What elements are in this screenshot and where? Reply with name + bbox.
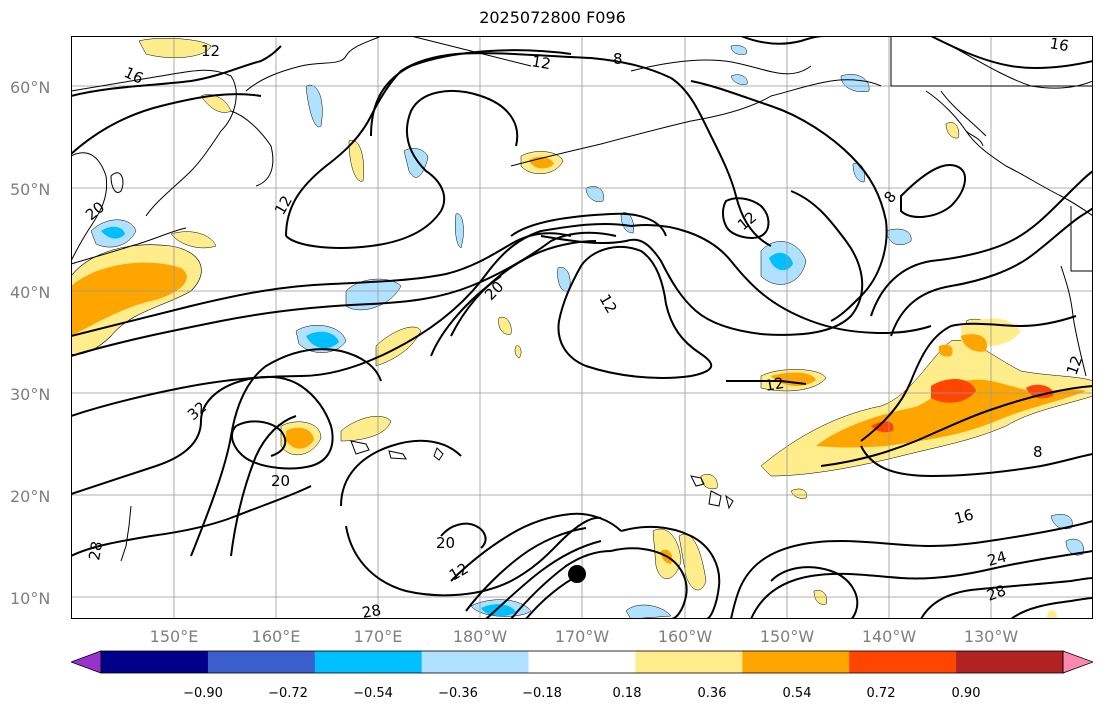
colorbar-bin [635,651,743,673]
lon-label-150w: 150°W [759,627,815,646]
contour-label: 20 [436,534,455,552]
colorbar-tick-label: −0.18 [522,686,562,701]
colorbar-tick-label: −0.54 [353,686,393,701]
colorbar-frame [100,650,1064,674]
contour-label: 28 [984,581,1008,604]
contour-label-group: 12 16 8 16 12 20 12 20 12 12 8 32 20 20 … [82,36,1086,619]
colorbar [69,650,1095,678]
colorbar-tick-label: −0.72 [268,686,308,701]
colorbar-bin [849,651,957,673]
contour-label: 16 [952,506,975,528]
contour-label: 28 [85,540,106,562]
colorbar-canvas [69,650,1095,674]
contour-label: 12 [530,52,552,73]
colorbar-bin [101,651,209,673]
colorbar-tick-label: −0.90 [183,686,223,701]
colorbar-bin [421,651,530,673]
contour-label: 20 [481,278,507,304]
contour-label: 28 [361,601,383,619]
contour-label: 8 [613,50,623,68]
contour-label: 16 [1048,36,1070,55]
storm-center-marker [568,565,586,583]
lon-label-170w: 170°W [554,627,610,646]
colorbar-bin [956,651,1064,673]
contour-label: 12 [764,374,786,395]
lon-label-170e: 170°E [353,627,403,646]
lon-label-180w: 180°W [452,627,508,646]
colorbar-tick-label: 0.36 [697,686,727,701]
colorbar-tick-label: −0.36 [438,686,478,701]
graticule [71,36,1093,619]
lat-label-50n: 50°N [10,180,51,199]
coastlines [71,36,1093,562]
colorbar-bin [207,651,316,673]
colorbar-extend-low [69,650,102,674]
contour-label: 12 [734,208,760,234]
map-panel: 12 16 8 16 12 20 12 20 12 12 8 32 20 20 … [71,36,1093,619]
contour-label: 8 [880,188,900,207]
contour-label: 20 [82,198,108,224]
contour-label: 12 [446,559,472,584]
contour-label: 12 [1063,353,1086,377]
colorbar-tick-label: 0.72 [866,686,896,701]
contour-label: 24 [985,548,1008,570]
lat-label-10n: 10°N [10,589,51,608]
lon-label-130w: 130°W [963,627,1019,646]
lat-label-60n: 60°N [10,78,51,97]
colorbar-tick-label: 0.54 [782,686,812,701]
contour-label: 12 [271,192,296,218]
contour-label: 20 [271,472,290,490]
colorbar-extend-high [1062,650,1095,674]
contour-label: 12 [596,291,621,317]
map-title: 2025072800 F096 [479,8,626,27]
contour-lines [71,36,1093,619]
colorbar-tick-label: 0.18 [612,686,642,701]
colorbar-tick-label: 0.90 [951,686,981,701]
colorbar-bin [528,651,636,673]
colorbar-bin [742,651,850,673]
lon-label-160e: 160°E [251,627,301,646]
contour-label: 32 [184,398,210,424]
lat-label-30n: 30°N [10,385,51,404]
lat-label-20n: 20°N [10,487,51,506]
map-canvas: 12 16 8 16 12 20 12 20 12 12 8 32 20 20 … [71,36,1093,619]
contour-label: 16 [121,63,146,87]
lat-label-40n: 40°N [10,283,51,302]
contour-label: 8 [1033,443,1043,461]
lon-label-160w: 160°W [657,627,713,646]
colorbar-bin [314,651,423,673]
lon-label-140w: 140°W [861,627,917,646]
contour-label: 12 [201,42,220,60]
lon-label-150e: 150°E [149,627,199,646]
